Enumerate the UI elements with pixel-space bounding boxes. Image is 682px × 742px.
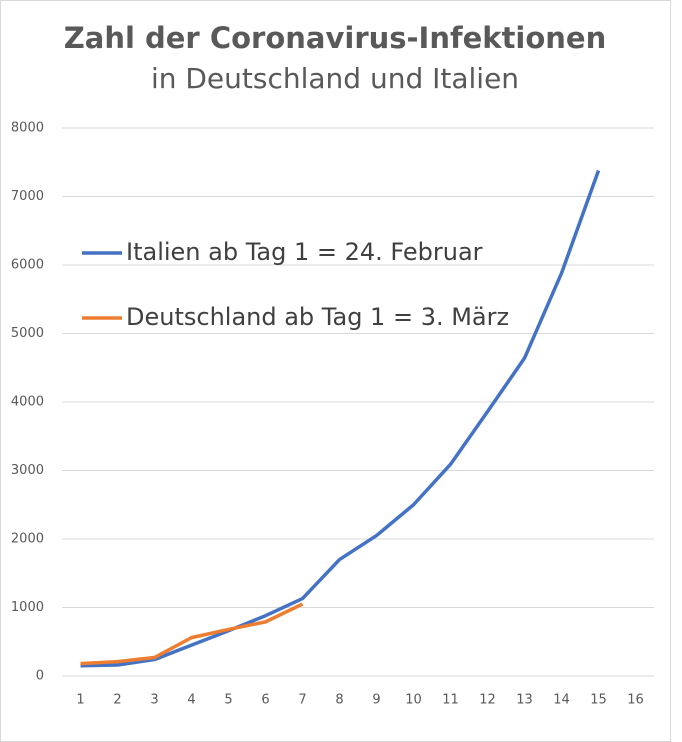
x-tick-label: 1 (76, 693, 84, 708)
x-tick-label: 7 (298, 693, 306, 708)
x-tick-label: 3 (150, 693, 158, 708)
y-tick-label: 6000 (11, 258, 44, 273)
chart-title: Zahl der Coronavirus-Infektionen (64, 21, 607, 55)
x-tick-label: 8 (335, 693, 343, 708)
x-tick-label: 11 (442, 693, 459, 708)
chart-subtitle: in Deutschland und Italien (151, 62, 519, 95)
x-tick-label: 5 (224, 693, 232, 708)
x-tick-label: 16 (627, 693, 644, 708)
y-tick-label: 8000 (11, 121, 44, 136)
x-tick-label: 12 (479, 693, 496, 708)
y-tick-label: 5000 (11, 326, 44, 341)
x-tick-label: 13 (516, 693, 533, 708)
x-tick-label: 10 (405, 693, 422, 708)
x-tick-label: 14 (553, 693, 570, 708)
legend-label: Deutschland ab Tag 1 = 3. März (126, 303, 509, 331)
y-tick-label: 1000 (11, 600, 44, 615)
y-tick-label: 7000 (11, 189, 44, 204)
y-tick-label: 2000 (11, 532, 44, 547)
legend-label: Italien ab Tag 1 = 24. Februar (126, 238, 483, 266)
x-tick-label: 4 (187, 693, 195, 708)
x-tick-label: 2 (113, 693, 121, 708)
y-tick-label: 3000 (11, 463, 44, 478)
series-line (80, 602, 304, 666)
x-tick-label: 15 (590, 693, 607, 708)
x-tick-label: 9 (372, 693, 380, 708)
y-tick-label: 0 (36, 669, 44, 684)
y-tick-label: 4000 (11, 395, 44, 410)
x-tick-label: 6 (261, 693, 269, 708)
series-line (80, 169, 601, 668)
